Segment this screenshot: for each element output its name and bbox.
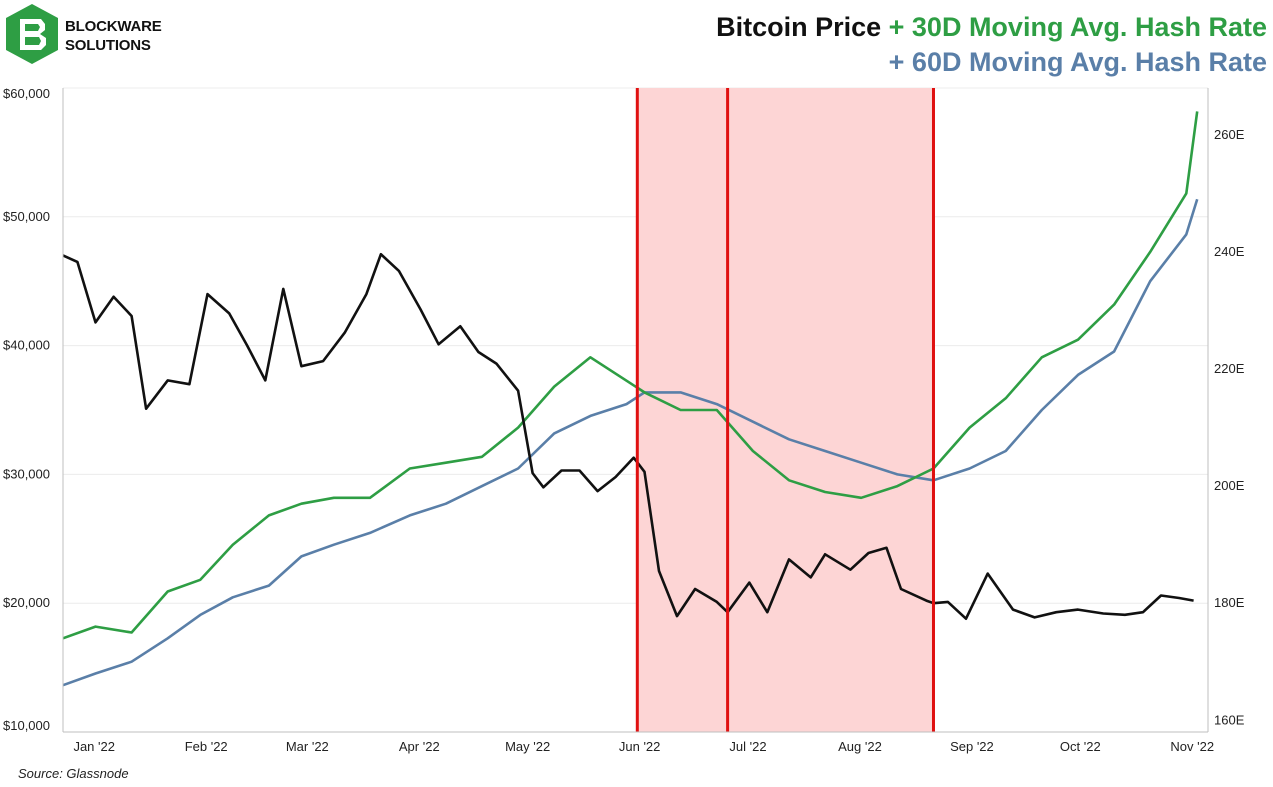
x-tick-label: Jul '22 [729,739,766,754]
blockware-logo-icon [6,4,58,64]
series-lines [62,111,1199,687]
title-part-price: Bitcoin Price [716,12,881,42]
x-axis-ticks: Jan '22 Feb '22 Mar '22 Apr '22 May '22 Jun '… [73,739,1214,754]
left-tick-label: $40,000 [3,338,50,353]
right-tick-label: 240E [1214,244,1245,259]
right-tick-label: 160E [1214,712,1245,727]
series-line-2 [62,252,1194,620]
left-tick-label: $60,000 [3,86,50,101]
x-tick-label: Sep '22 [950,739,994,754]
right-tick-label: 200E [1214,478,1245,493]
gridlines [63,87,1208,733]
x-tick-label: Feb '22 [185,739,228,754]
x-tick-label: Oct '22 [1060,739,1101,754]
title-part-30d: + 30D Moving Avg. Hash Rate [881,12,1267,42]
x-tick-label: May '22 [505,739,550,754]
brand-line2: SOLUTIONS [65,37,151,54]
left-tick-label: $10,000 [3,718,50,733]
axes-frame [62,88,1209,733]
right-tick-label: 180E [1214,595,1245,610]
x-tick-label: Aug '22 [838,739,882,754]
right-tick-label: 220E [1214,361,1245,376]
left-axis-ticks: $10,000 $20,000 $30,000 $40,000 $50,000 $60,0… [3,86,50,733]
series-line-1 [62,111,1199,640]
x-tick-label: Mar '22 [286,739,329,754]
chart-title-line2: + 60D Moving Avg. Hash Rate [889,47,1267,77]
left-tick-label: $20,000 [3,595,50,610]
x-tick-label: Nov '22 [1170,739,1214,754]
vertical-markers [635,88,935,732]
right-axis-ticks: 160E 180E 200E 220E 240E 260E [1214,127,1245,727]
left-tick-label: $30,000 [3,466,50,481]
series-line-0 [62,198,1199,687]
x-tick-label: Jun '22 [619,739,661,754]
right-tick-label: 260E [1214,127,1245,142]
source-note: Source: Glassnode [18,766,129,781]
logo: BLOCKWARE SOLUTIONS [6,4,162,64]
brand-line1: BLOCKWARE [65,18,162,35]
x-tick-label: Jan '22 [73,739,115,754]
chart-title: Bitcoin Price + 30D Moving Avg. Hash Rat… [716,12,1267,42]
left-tick-label: $50,000 [3,209,50,224]
x-tick-label: Apr '22 [399,739,440,754]
